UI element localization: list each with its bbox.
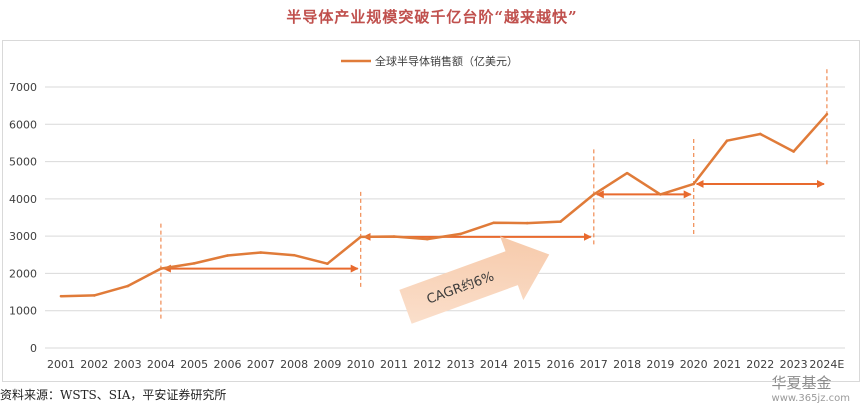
data-point <box>692 182 695 186</box>
x-tick-label: 2021 <box>713 358 741 371</box>
data-point <box>326 262 329 266</box>
y-tick-label: 3000 <box>9 230 37 243</box>
legend-label: 全球半导体销售额（亿美元） <box>375 54 518 68</box>
x-tick-label: 2014 <box>480 358 508 371</box>
series-line <box>60 113 828 298</box>
x-tick-label: 2007 <box>247 358 275 371</box>
data-point <box>559 220 562 223</box>
data-point <box>292 253 296 257</box>
data-point <box>226 254 229 257</box>
source-note: 资料来源：WSTS、SIA，平安证券研究所 <box>0 388 227 402</box>
watermark-main: 华夏基金 <box>771 374 832 392</box>
data-point <box>725 139 729 142</box>
page-title: 半导体产业规模突破千亿台阶“越来越快” <box>286 8 578 26</box>
data-point <box>426 237 429 241</box>
data-point <box>126 284 129 288</box>
y-tick-label: 5000 <box>9 156 37 169</box>
x-tick-label: 2012 <box>413 358 441 371</box>
x-tick-label: 2019 <box>646 358 674 371</box>
data-point <box>625 171 629 175</box>
x-tick-label: 2006 <box>214 358 242 371</box>
data-point <box>659 193 662 196</box>
x-tick-label: 2011 <box>380 358 408 371</box>
data-point <box>359 235 363 239</box>
data-point <box>392 235 396 238</box>
y-tick-label: 0 <box>30 342 37 355</box>
x-tick-label: 2022 <box>746 358 774 371</box>
x-tick-label: 2009 <box>313 358 341 371</box>
x-tick-label: 2020 <box>680 358 708 371</box>
x-tick-label: 2017 <box>580 358 608 371</box>
x-tick-label: 2010 <box>347 358 375 371</box>
data-point <box>259 251 263 254</box>
x-tick-label: 2016 <box>547 358 575 371</box>
x-tick-label: 2024E <box>809 358 844 371</box>
data-point <box>792 150 795 153</box>
x-tick-label: 2004 <box>147 358 175 371</box>
x-tick-label: 2005 <box>180 358 208 371</box>
x-tick-label: 2002 <box>80 358 108 371</box>
x-tick-label: 2001 <box>47 358 75 371</box>
x-tick-label: 2013 <box>447 358 475 371</box>
data-point <box>93 294 96 297</box>
watermark-url: www.365jz.com <box>771 393 850 404</box>
x-tick-label: 2023 <box>780 358 808 371</box>
data-point <box>525 221 529 225</box>
x-tick-label: 2003 <box>114 358 142 371</box>
x-tick-label: 2018 <box>613 358 641 371</box>
x-tick-label: 2015 <box>513 358 541 371</box>
data-point <box>459 232 462 236</box>
data-point <box>825 112 829 116</box>
watermark: 华夏基金 www.365jz.com <box>772 372 850 404</box>
y-tick-label: 4000 <box>9 193 37 206</box>
data-point <box>59 294 63 298</box>
data-point <box>759 132 762 136</box>
data-point <box>192 262 196 265</box>
y-tick-label: 7000 <box>9 81 37 94</box>
y-tick-label: 6000 <box>9 118 37 131</box>
x-tick-label: 2008 <box>280 358 308 371</box>
cagr-arrow: CAGR约6% <box>399 236 550 324</box>
chart-panel <box>2 40 860 382</box>
data-point <box>592 193 596 196</box>
data-point <box>159 267 163 270</box>
y-tick-label: 1000 <box>9 305 37 318</box>
data-point <box>492 221 496 225</box>
cagr-arrow-shape <box>399 236 550 324</box>
y-tick-label: 2000 <box>9 267 37 280</box>
